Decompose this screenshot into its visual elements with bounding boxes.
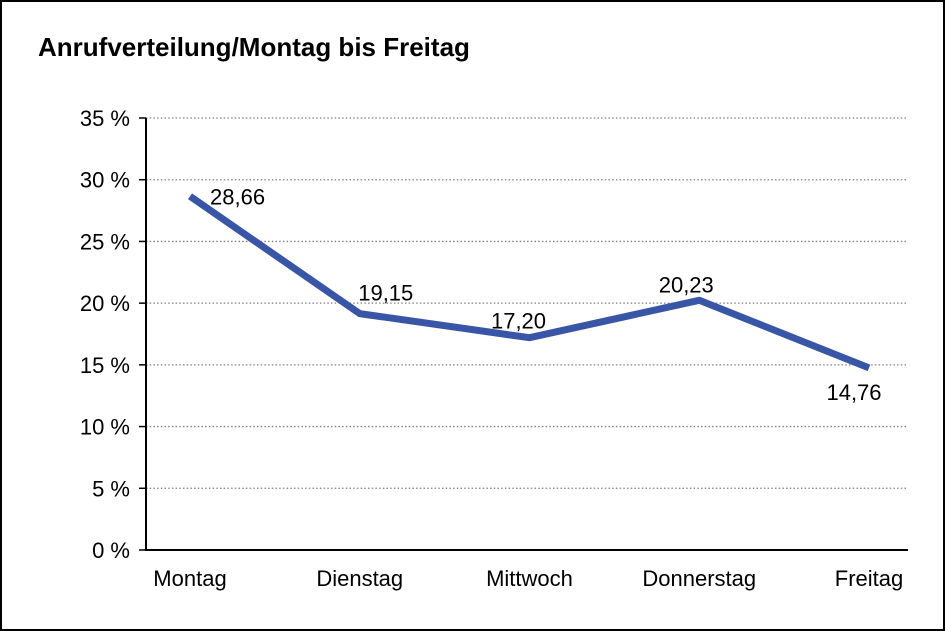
y-tick-label: 20 % <box>80 291 130 316</box>
data-label: 19,15 <box>358 281 413 306</box>
data-label: 20,23 <box>659 272 714 297</box>
x-category-label: Montag <box>153 566 226 591</box>
y-tick-label: 25 % <box>80 229 130 254</box>
x-category-label: Mittwoch <box>486 566 573 591</box>
y-tick-label: 30 % <box>80 168 130 193</box>
series-line <box>188 193 871 372</box>
y-tick-label: 0 % <box>92 538 130 563</box>
x-category-label: Donnerstag <box>642 566 756 591</box>
x-category-label: Dienstag <box>316 566 403 591</box>
data-label: 28,66 <box>210 184 265 209</box>
y-tick-label: 35 % <box>80 106 130 131</box>
x-category-label: Freitag <box>835 566 903 591</box>
data-label: 17,20 <box>491 309 546 334</box>
y-tick-label: 10 % <box>80 415 130 440</box>
chart-title: Anrufverteilung/Montag bis Freitag <box>38 32 470 62</box>
y-tick-label: 5 % <box>92 476 130 501</box>
data-label: 14,76 <box>826 380 881 405</box>
y-tick-label: 15 % <box>80 353 130 378</box>
